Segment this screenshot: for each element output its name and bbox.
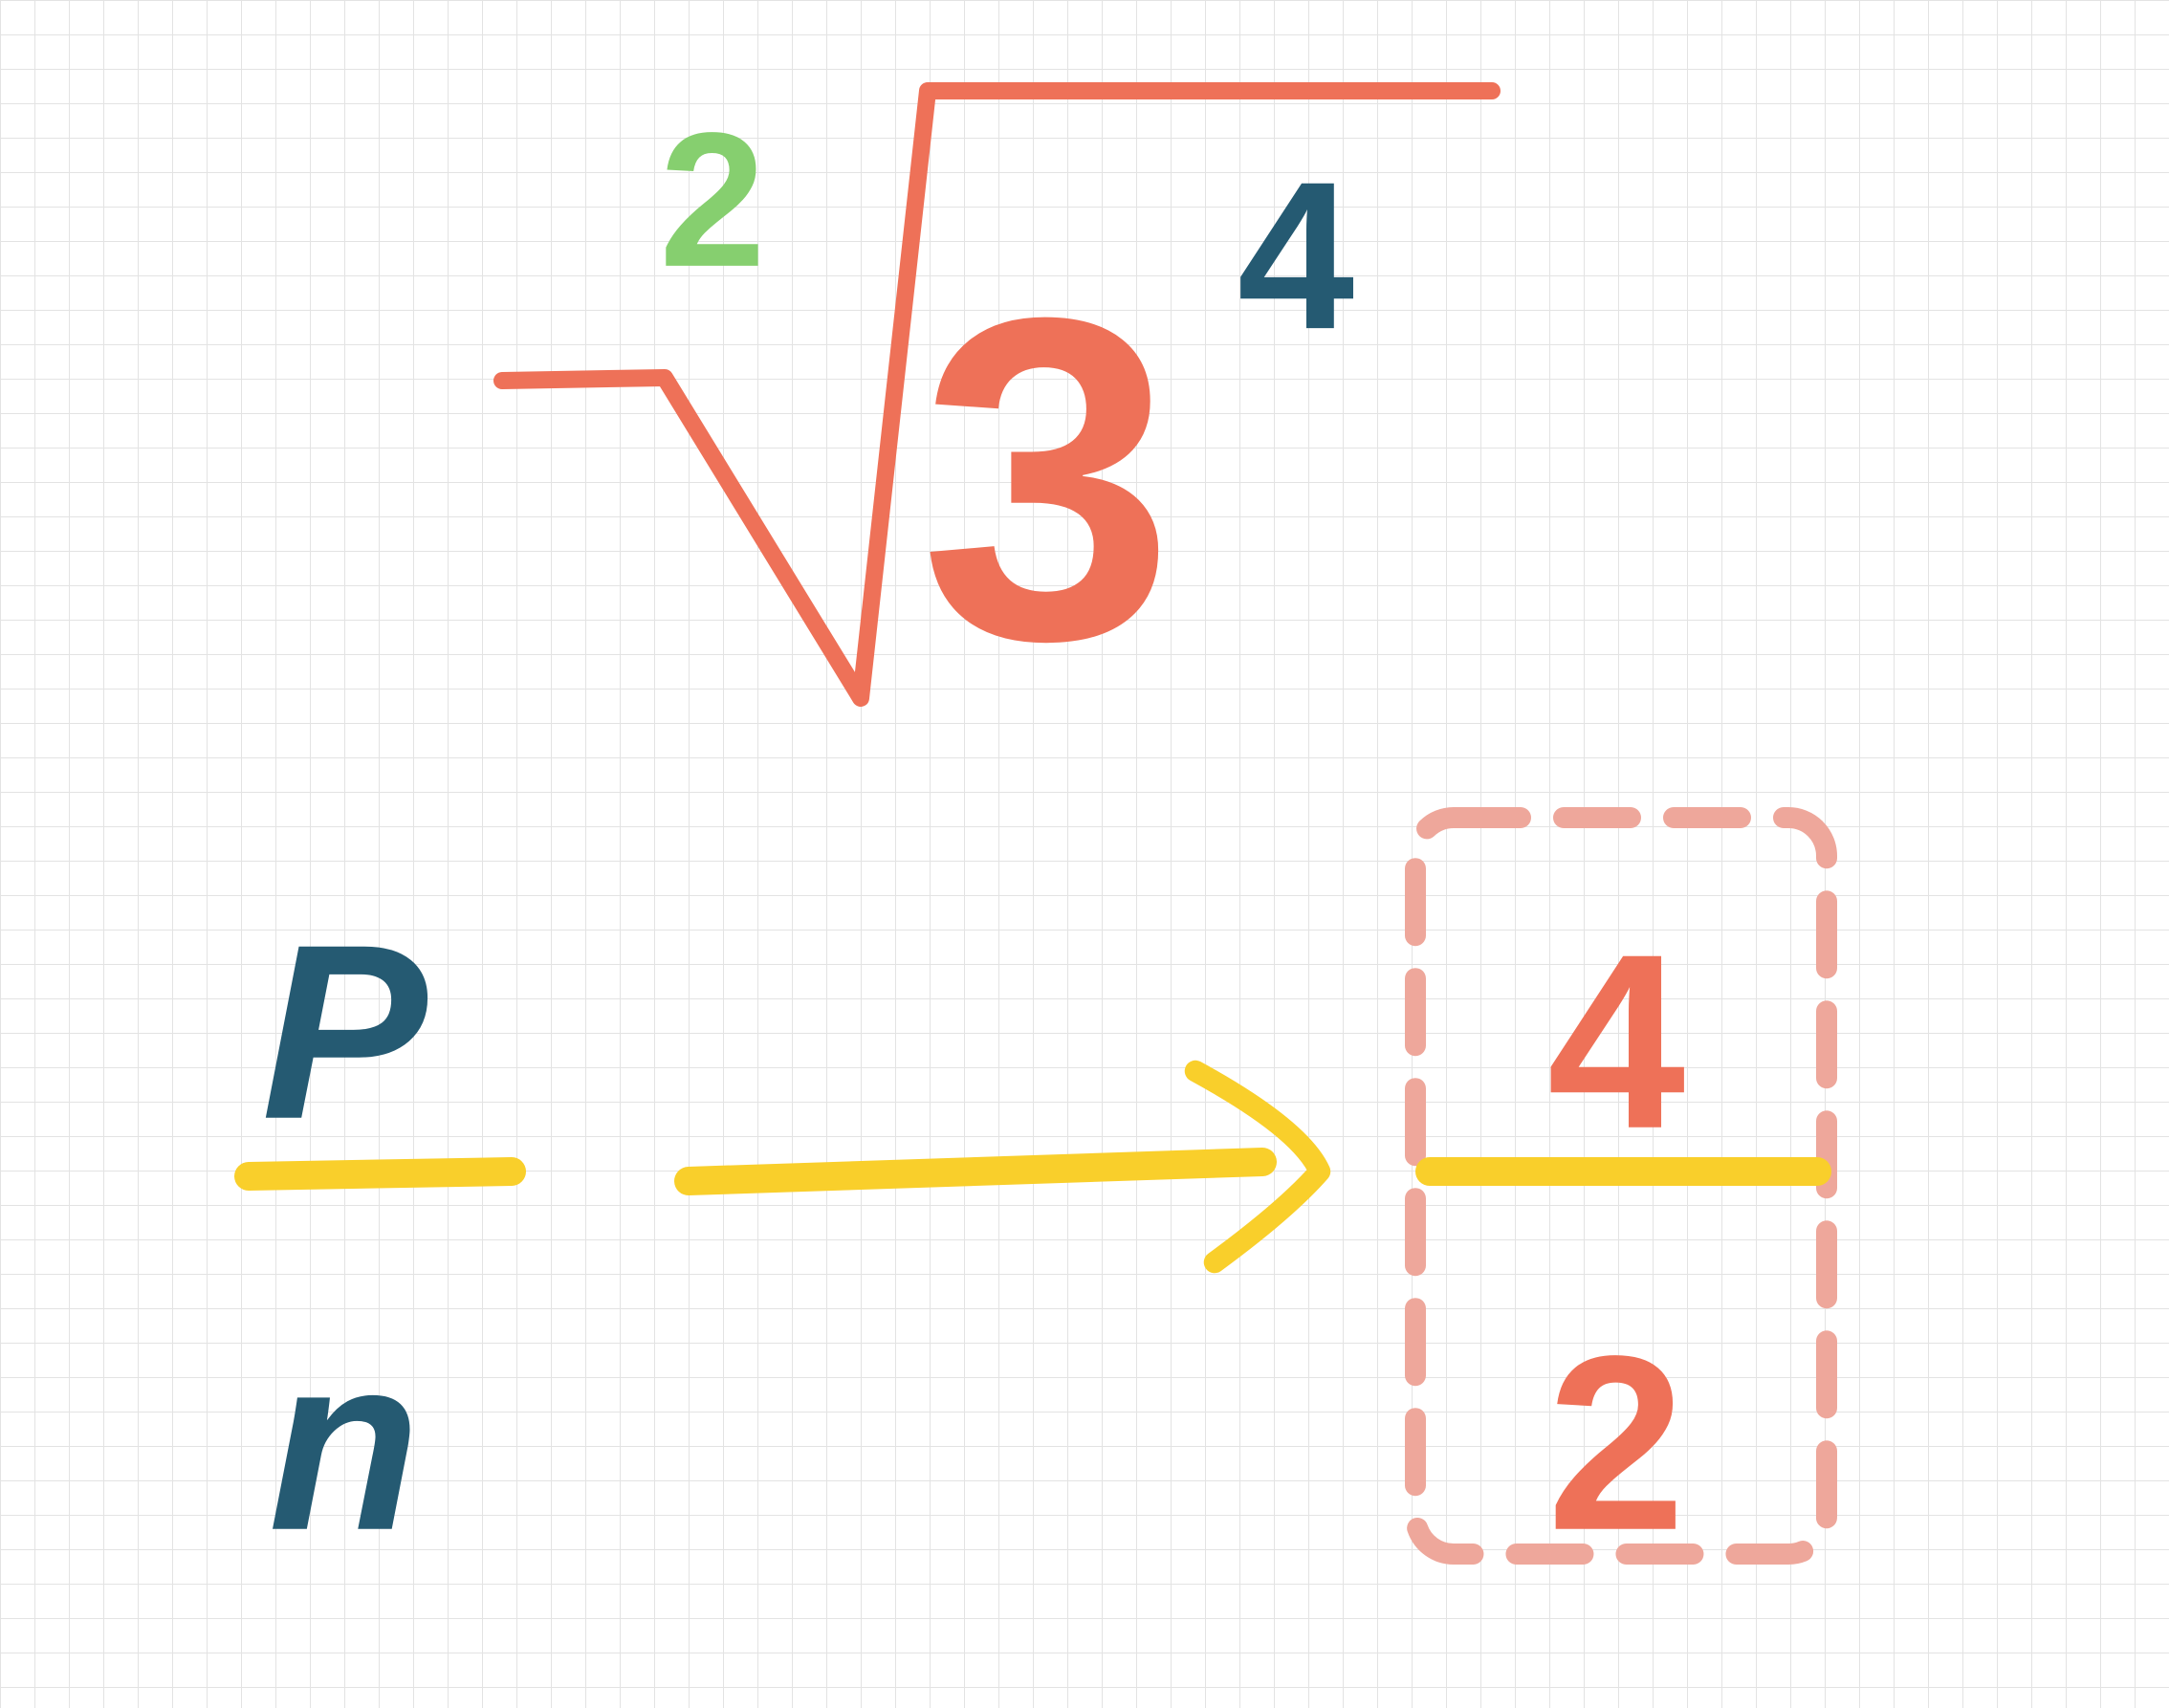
fraction-left-denominator: n bbox=[269, 1305, 421, 1583]
fraction-left-numerator: P bbox=[261, 894, 428, 1172]
diagram-canvas: 2 3 4 P n 4 2 bbox=[0, 0, 2169, 1708]
fraction-right-numerator: 4 bbox=[1547, 904, 1687, 1181]
fraction-right-denominator: 2 bbox=[1547, 1305, 1686, 1583]
fraction-left-bar bbox=[249, 1172, 512, 1176]
radical-index: 2 bbox=[659, 94, 765, 307]
arrow-shaft bbox=[689, 1162, 1262, 1181]
radical-radicand: 3 bbox=[920, 222, 1175, 735]
radical-exponent: 4 bbox=[1238, 138, 1354, 373]
